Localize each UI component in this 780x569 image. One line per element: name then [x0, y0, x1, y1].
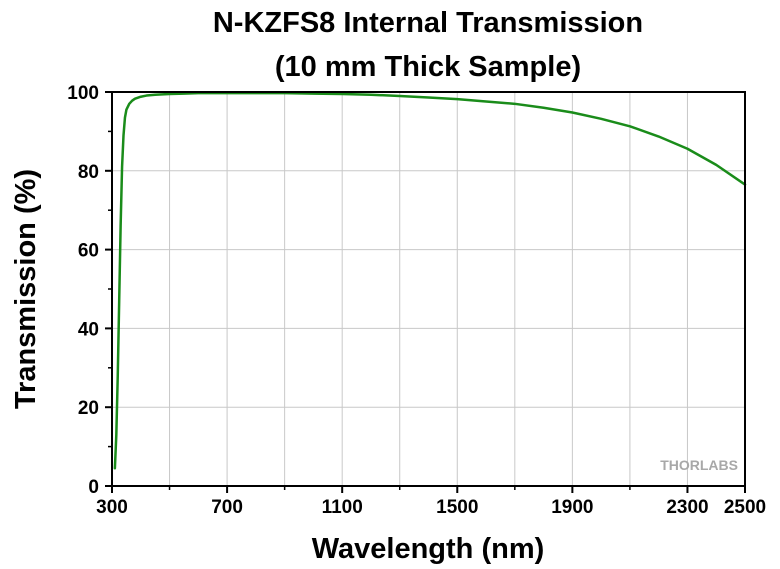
x-tick-label: 2500: [724, 497, 766, 518]
chart-title: N-KZFS8 Internal Transmission: [213, 7, 643, 39]
grid-lines: [112, 92, 745, 486]
axis-ticks: [105, 91, 746, 493]
y-tick-label: 20: [78, 398, 99, 419]
y-axis-label: Transmission (%): [10, 169, 42, 409]
y-tick-label: 0: [88, 477, 99, 498]
plot-area-frame: [111, 91, 746, 487]
tick-labels: 300 700 1100 1500 1900 2300 2500 0 20 40 60 80 100: [67, 83, 766, 518]
chart-subtitle: (10 mm Thick Sample): [275, 51, 581, 83]
x-tick-label: 300: [96, 497, 128, 518]
y-tick-label: 80: [78, 162, 99, 183]
y-tick-label: 40: [78, 319, 99, 340]
y-tick-label: 60: [78, 241, 99, 262]
x-tick-label: 2300: [666, 497, 708, 518]
thorlabs-watermark: THORLABS: [660, 457, 738, 473]
x-axis-label: Wavelength (nm): [312, 533, 545, 565]
watermark-text: THORLABS: [660, 457, 738, 473]
x-tick-label: 1100: [322, 497, 363, 518]
x-tick-label: 1500: [436, 497, 478, 518]
y-tick-label: 100: [67, 83, 99, 104]
x-tick-label: 1900: [551, 497, 593, 518]
transmission-curve: [113, 91, 747, 470]
x-tick-label: 700: [211, 497, 243, 518]
series-layer: [113, 91, 747, 470]
